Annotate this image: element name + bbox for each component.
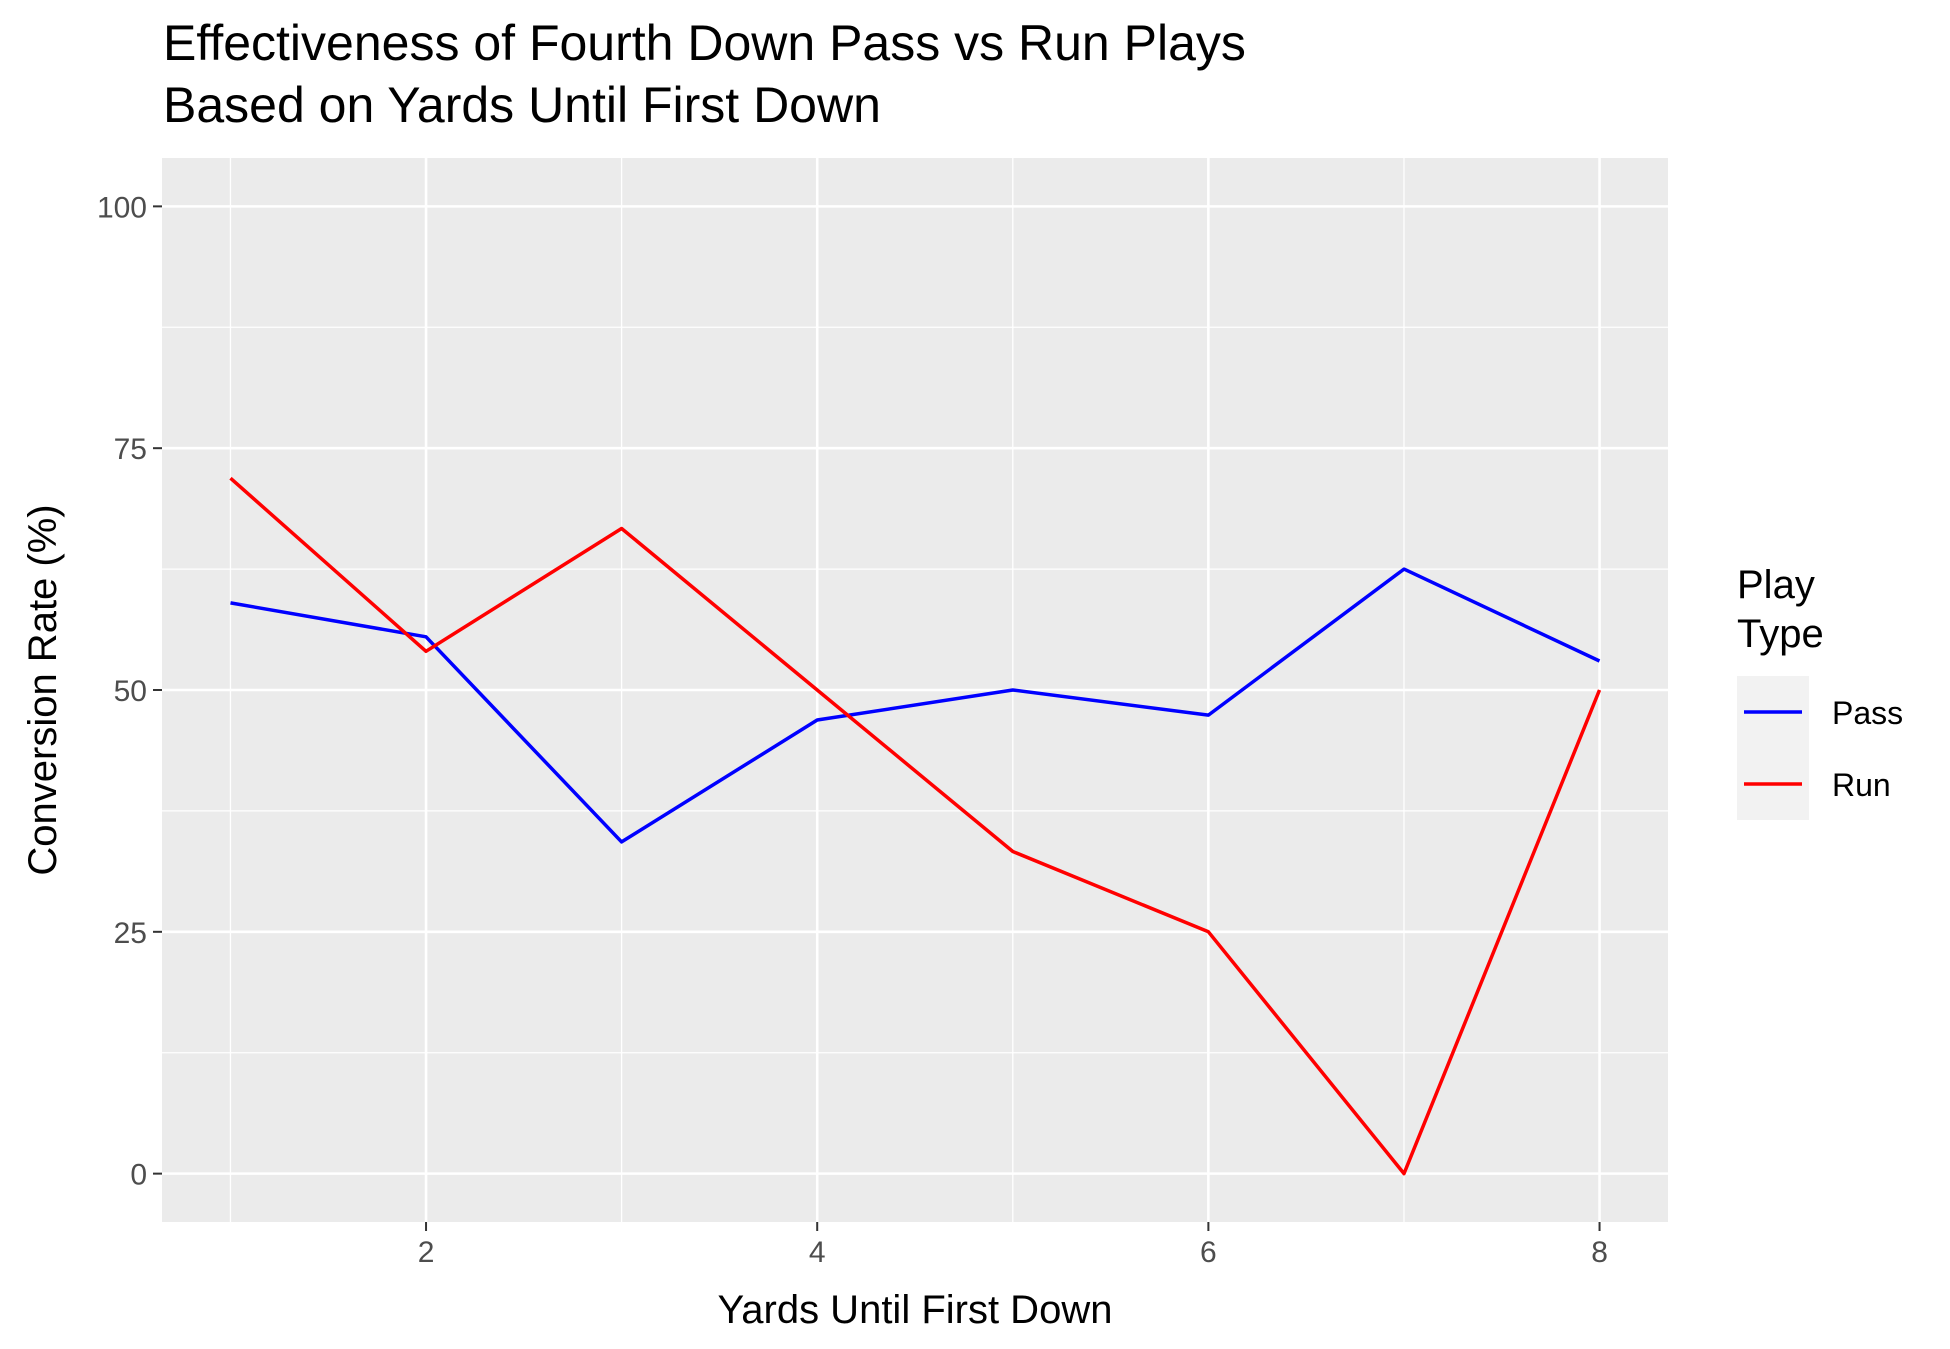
- legend: Play Type Pass Run: [1737, 563, 1903, 820]
- chart-title-line-2: Based on Yards Until First Down: [163, 77, 881, 133]
- x-tick-label: 6: [1200, 1236, 1217, 1269]
- y-tick-label: 100: [97, 191, 147, 224]
- legend-title-line-1: Play: [1737, 563, 1815, 607]
- y-axis-title: Conversion Rate (%): [21, 504, 65, 875]
- y-tick-label: 25: [114, 917, 147, 950]
- series-layer: [229, 476, 1602, 1176]
- axis-ticks: [153, 205, 1601, 1231]
- legend-label-run: Run: [1832, 767, 1891, 803]
- tick-labels: 2 4 6 8 0 25 50 75 100: [97, 191, 1608, 1269]
- series-line-pass: [230, 567, 1601, 844]
- legend-label-pass: Pass: [1832, 695, 1903, 731]
- x-tick-label: 2: [418, 1236, 435, 1269]
- y-tick-label: 75: [114, 433, 147, 466]
- x-tick-label: 4: [809, 1236, 826, 1269]
- series-line-run: [229, 476, 1602, 1176]
- y-tick-label: 50: [114, 675, 147, 708]
- chart-title-line-1: Effectiveness of Fourth Down Pass vs Run…: [163, 15, 1246, 71]
- chart-title: Effectiveness of Fourth Down Pass vs Run…: [163, 15, 1246, 133]
- legend-title-line-2: Type: [1737, 612, 1824, 656]
- legend-key-background: [1737, 676, 1809, 820]
- y-tick-label: 0: [130, 1159, 147, 1192]
- x-axis-title: Yards Until First Down: [718, 1288, 1113, 1332]
- x-tick-label: 8: [1591, 1236, 1608, 1269]
